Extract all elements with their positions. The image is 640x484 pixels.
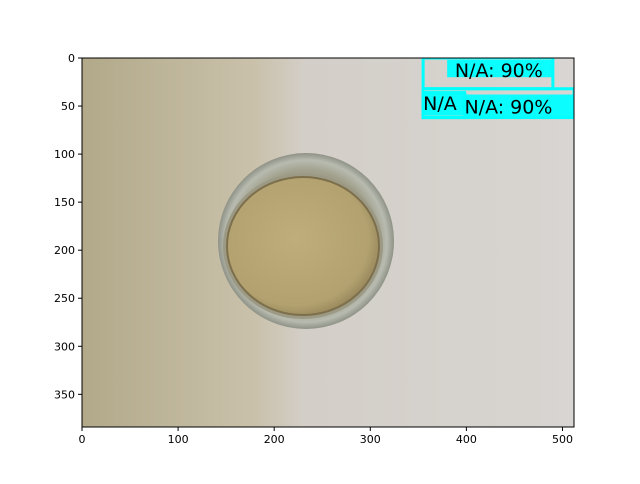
y-axis: 0 50 100 150 200 250 300 350 — [54, 52, 82, 401]
y-tick-label: 50 — [61, 100, 75, 113]
x-tick-label: 100 — [168, 433, 189, 446]
y-tick-label: 350 — [54, 388, 75, 401]
detection-label: N/A: 90% — [464, 97, 552, 119]
x-tick-label: 300 — [360, 433, 381, 446]
y-tick-label: 100 — [54, 148, 75, 161]
y-tick-label: 250 — [54, 292, 75, 305]
detection-layer: N/A: 90% N/A: 90% N/A — [421, 58, 574, 120]
y-tick-label: 200 — [54, 244, 75, 257]
y-tick-label: 150 — [54, 196, 75, 209]
plot-frame — [81, 57, 575, 428]
detection-label-background — [423, 92, 467, 116]
x-tick-label: 0 — [79, 433, 86, 446]
detection-label: N/A: 90% — [455, 60, 543, 82]
x-tick-label: 200 — [264, 433, 285, 446]
y-tick-label: 0 — [68, 52, 75, 65]
detection-label-background — [447, 59, 553, 78]
plot-area: N/A: 90% N/A: 90% N/A — [82, 58, 574, 427]
x-tick-label: 400 — [456, 433, 477, 446]
detection-label-background — [464, 94, 574, 118]
x-axis: 0 100 200 300 400 500 — [79, 427, 573, 446]
detection-label: N/A — [423, 93, 457, 115]
y-tick-label: 300 — [54, 340, 75, 353]
can-lid — [226, 176, 380, 316]
x-tick-label: 500 — [552, 433, 573, 446]
